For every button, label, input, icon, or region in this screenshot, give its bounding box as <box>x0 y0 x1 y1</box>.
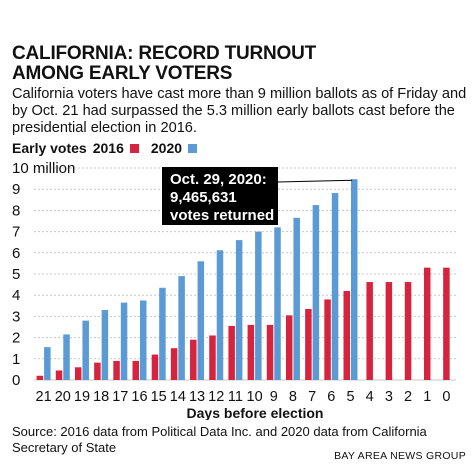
bar-2020-day-12 <box>216 250 224 380</box>
credit-line: BAY AREA NEWS GROUP <box>334 450 466 462</box>
y-tick-label: 10 million <box>12 160 75 177</box>
bar-2016-day-4 <box>366 282 373 380</box>
y-tick-label: 4 <box>12 287 20 304</box>
bar-2020-day-6 <box>331 193 339 380</box>
bar-2020-day-16 <box>140 300 147 380</box>
legend-label: Early votes <box>12 140 87 156</box>
x-tick-label: 17 <box>112 389 128 405</box>
x-tick-label: 14 <box>170 389 186 405</box>
y-tick-label: 8 <box>12 202 20 219</box>
chart-title-line2: AMONG EARLY VOTERS <box>12 63 233 84</box>
bar-2020-day-11 <box>235 240 243 380</box>
x-tick-label: 5 <box>346 389 354 405</box>
bar-2020-day-10 <box>255 231 262 380</box>
bar-2016-day-11 <box>228 325 235 380</box>
bar-2016-day-14 <box>170 348 178 380</box>
bar-2016-day-2 <box>404 282 412 380</box>
x-tick-label: 11 <box>228 389 243 405</box>
legend-label-2016: 2016 <box>92 140 124 156</box>
y-tick-label: 1 <box>12 351 20 368</box>
callout-pointer <box>277 179 353 183</box>
bar-2016-day-18 <box>94 362 101 380</box>
bar-2020-day-19 <box>82 320 89 380</box>
x-tick-label: 7 <box>308 389 316 405</box>
bar-2016-day-15 <box>151 354 159 380</box>
callout-line-3: votes returned <box>170 207 274 224</box>
chart-subtitle: California voters have cast more than 9 … <box>12 86 467 136</box>
bar-2016-day-19 <box>74 367 82 380</box>
x-tick-label: 19 <box>74 389 90 405</box>
bar-2020-day-15 <box>159 287 166 380</box>
x-tick-label: 18 <box>93 389 109 405</box>
x-tick-label: 9 <box>270 389 278 405</box>
legend: Early votes 2016 2020 <box>12 140 198 156</box>
callout-line-2: 9,465,631 <box>170 189 237 206</box>
source-note: Source: 2016 data from Political Data In… <box>12 424 427 455</box>
bar-2020-day-5 <box>351 179 358 380</box>
bar-2016-day-8 <box>285 315 293 380</box>
bar-2016-day-10 <box>247 324 255 380</box>
x-tick-label: 21 <box>36 389 52 405</box>
y-tick-label: 5 <box>12 266 20 283</box>
x-tick-label: 10 <box>247 389 263 405</box>
y-tick-label: 3 <box>12 308 20 325</box>
x-tick-label: 3 <box>385 389 393 405</box>
x-axis-title: Days before election <box>187 405 324 420</box>
bar-2020-day-7 <box>312 205 320 380</box>
x-tick-label: 13 <box>189 389 205 405</box>
legend-swatch-2020 <box>188 143 198 153</box>
bar-2016-day-12 <box>209 335 216 380</box>
y-tick-label: 0 <box>12 372 20 389</box>
bar-2016-day-16 <box>132 360 139 380</box>
bar-2020-day-14 <box>178 276 185 380</box>
callout-line-1: Oct. 29, 2020: <box>170 171 267 188</box>
bar-2016-day-21 <box>36 375 44 380</box>
y-tick-label: 7 <box>12 224 20 241</box>
bar-2020-day-18 <box>101 310 109 380</box>
bar-2020-day-21 <box>44 347 51 380</box>
bar-2020-day-20 <box>63 334 70 380</box>
bar-2016-day-13 <box>190 339 197 380</box>
bar-2016-day-7 <box>305 308 312 380</box>
y-tick-label: 2 <box>12 330 20 347</box>
x-tick-label: 2 <box>404 389 412 405</box>
x-tick-label: 1 <box>423 389 431 405</box>
y-tick-label: 6 <box>12 245 20 262</box>
x-tick-label: 16 <box>131 389 147 405</box>
bar-2016-day-0 <box>443 267 450 380</box>
bar-2020-day-8 <box>293 217 300 380</box>
legend-label-2020: 2020 <box>150 140 183 156</box>
x-tick-label: 4 <box>366 389 374 405</box>
chart-title: CALIFORNIA: RECORD TURNOUT AMONG EARLY V… <box>12 44 462 84</box>
bar-2016-day-5 <box>343 290 350 380</box>
x-tick-label: 0 <box>442 389 450 405</box>
bar-2016-day-1 <box>423 267 431 380</box>
bar-2020-day-13 <box>197 261 205 380</box>
bar-2016-day-20 <box>55 370 63 380</box>
x-tick-label: 12 <box>208 389 224 405</box>
x-tick-label: 20 <box>55 389 71 405</box>
chart-title-line1: CALIFORNIA: RECORD TURNOUT <box>12 43 317 64</box>
bar-2016-day-17 <box>113 360 120 380</box>
legend-item-2020: 2020 <box>150 140 198 156</box>
x-tick-label: 6 <box>327 389 335 405</box>
bar-2020-day-9 <box>274 227 281 380</box>
bar-2020-day-17 <box>120 302 128 380</box>
y-tick-label: 9 <box>12 181 20 198</box>
bar-2016-day-3 <box>385 282 393 380</box>
callout-box <box>162 167 278 225</box>
bar-2016-day-9 <box>266 324 274 380</box>
x-tick-label: 8 <box>289 389 297 405</box>
x-tick-label: 15 <box>151 389 167 405</box>
bar-2016-day-6 <box>324 299 331 380</box>
legend-item-2016: 2016 <box>93 140 139 156</box>
legend-swatch-2016 <box>129 143 139 153</box>
